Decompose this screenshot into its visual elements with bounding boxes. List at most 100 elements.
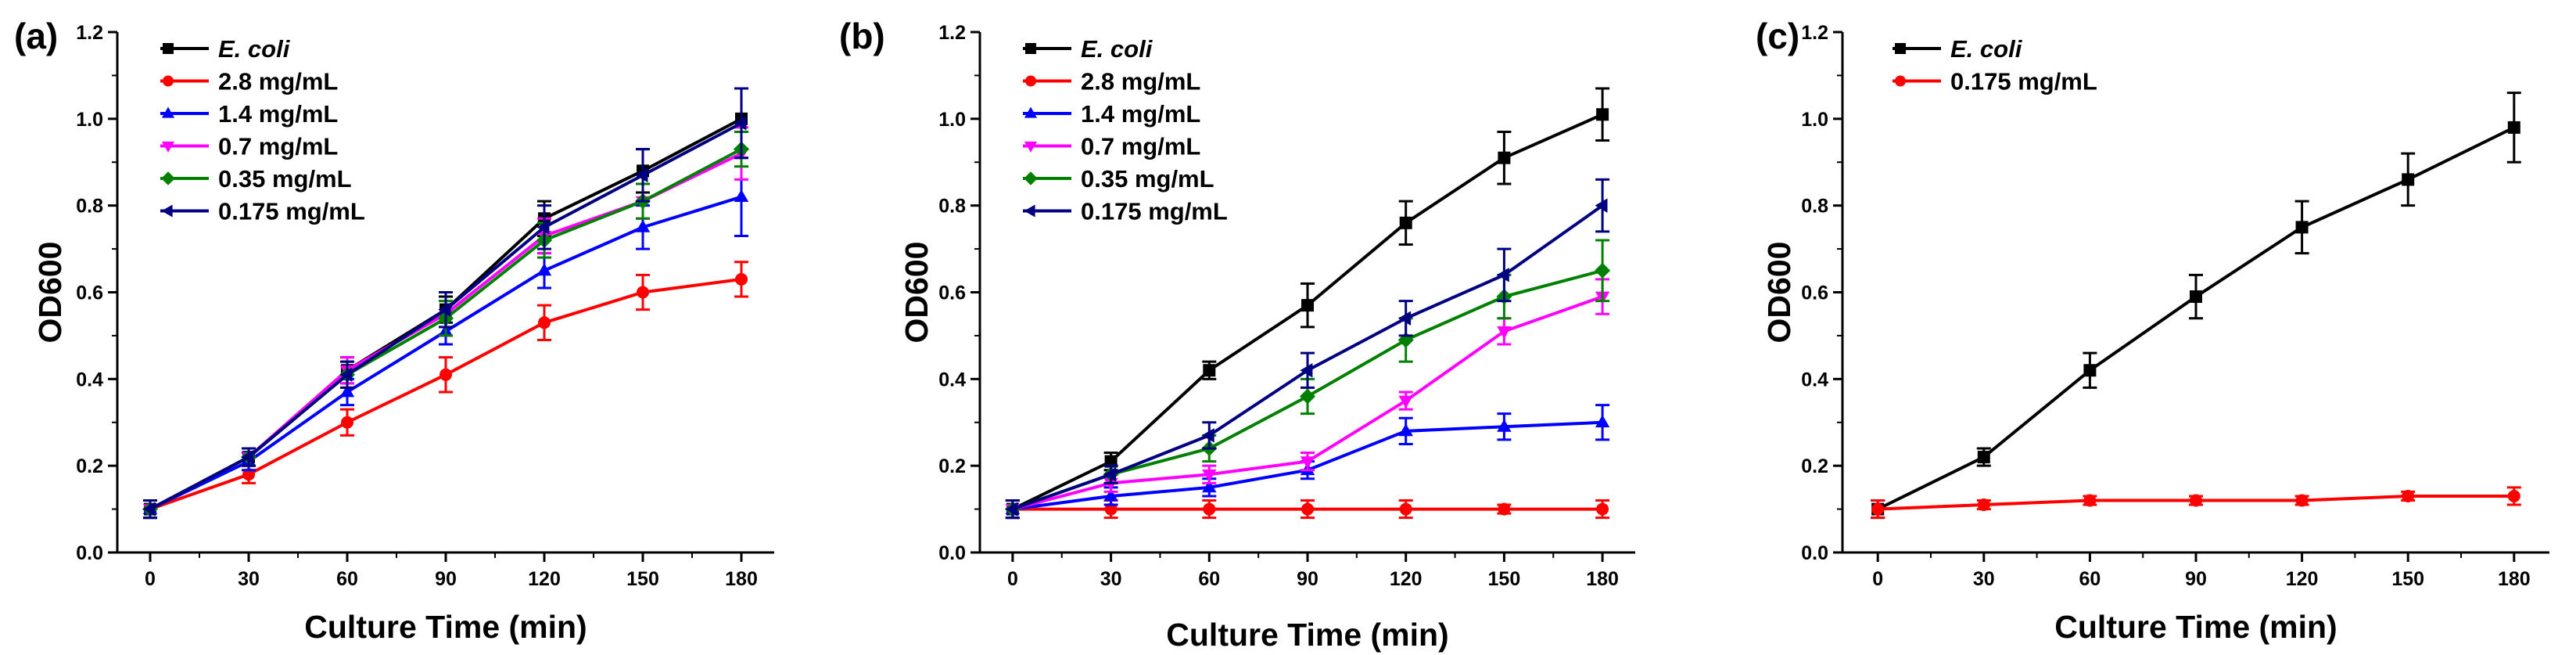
data-point bbox=[635, 167, 648, 183]
legend-marker bbox=[1025, 43, 1036, 54]
y-tick-label: 0.4 bbox=[938, 369, 966, 390]
y-tick-label: 0.6 bbox=[938, 283, 966, 304]
data-point bbox=[339, 384, 355, 398]
y-tick-label: 0.8 bbox=[76, 196, 103, 218]
data-point bbox=[1301, 299, 1314, 312]
legend-entry-label: 2.8 mg/mL bbox=[218, 68, 338, 95]
data-point bbox=[438, 302, 451, 317]
legend-marker bbox=[1024, 106, 1038, 118]
legend-entry-label: 0.175 mg/mL bbox=[1950, 68, 2097, 95]
x-axis-title: Culture Time (min) bbox=[304, 609, 587, 645]
data-point bbox=[2190, 494, 2202, 507]
panel-label: (c) bbox=[1756, 16, 1799, 56]
data-point bbox=[1498, 502, 1511, 516]
data-point bbox=[1977, 451, 1990, 464]
legend-entry-label: E. coli bbox=[1950, 35, 2023, 63]
panel-label: (a) bbox=[14, 16, 58, 56]
data-point bbox=[1005, 502, 1018, 516]
data-point bbox=[2083, 364, 2097, 377]
x-tick-label: 120 bbox=[2286, 568, 2319, 590]
data-point bbox=[734, 116, 747, 131]
y-tick-label: 1.2 bbox=[76, 22, 103, 44]
x-tick-label: 60 bbox=[336, 568, 358, 590]
data-point bbox=[1398, 423, 1413, 437]
legend-entry-label: 0.175 mg/mL bbox=[1081, 198, 1228, 225]
legend-entry-label: 0.35 mg/mL bbox=[218, 165, 352, 193]
legend: E. coli 2.8 mg/mL 1.4 mg/mL 0.7 mg/mL 0.35 m… bbox=[160, 35, 365, 225]
legend-marker bbox=[1895, 43, 1906, 54]
y-tick-label: 1.0 bbox=[76, 109, 103, 131]
legend-marker bbox=[161, 171, 175, 185]
data-point bbox=[1399, 502, 1412, 516]
data-point bbox=[1201, 428, 1214, 443]
legend-marker bbox=[161, 106, 175, 118]
data-point bbox=[536, 263, 552, 276]
panel-label: (b) bbox=[839, 16, 885, 56]
data-point bbox=[1871, 502, 1885, 516]
data-point bbox=[1977, 498, 1990, 512]
data-point bbox=[1203, 364, 1216, 377]
data-point bbox=[1300, 456, 1315, 470]
data-point bbox=[1103, 477, 1118, 491]
y-tick-label: 0.4 bbox=[1801, 369, 1828, 390]
legend-marker bbox=[1024, 204, 1035, 218]
x-axis-title: Culture Time (min) bbox=[2054, 609, 2337, 645]
x-tick-label: 30 bbox=[1100, 568, 1122, 590]
data-point bbox=[1596, 108, 1609, 121]
legend-marker bbox=[161, 204, 173, 218]
data-point bbox=[1399, 216, 1412, 229]
data-point bbox=[1398, 395, 1413, 408]
y-tick-label: 0.8 bbox=[1801, 196, 1828, 218]
data-point bbox=[1104, 502, 1118, 516]
legend-marker bbox=[161, 141, 175, 153]
series-1 bbox=[143, 261, 748, 520]
data-point bbox=[1497, 326, 1512, 339]
series-1 bbox=[1005, 499, 1610, 520]
series-0 bbox=[1871, 92, 2521, 520]
series-5 bbox=[142, 87, 748, 520]
data-point bbox=[241, 449, 254, 465]
data-point bbox=[1595, 198, 1608, 213]
series-5 bbox=[1005, 178, 1610, 520]
data-point bbox=[242, 468, 255, 481]
legend-entry-label: E. coli bbox=[218, 35, 291, 63]
x-tick-label: 30 bbox=[238, 568, 260, 590]
x-tick-label: 180 bbox=[725, 568, 758, 590]
data-point bbox=[635, 219, 651, 232]
x-tick-label: 0 bbox=[145, 568, 156, 590]
data-point bbox=[1496, 268, 1509, 283]
y-tick-label: 0.0 bbox=[938, 542, 966, 564]
data-point bbox=[2402, 173, 2415, 186]
x-tick-label: 60 bbox=[2079, 568, 2101, 590]
legend-marker bbox=[1025, 75, 1036, 87]
legend-entry-label: 0.35 mg/mL bbox=[1081, 165, 1214, 193]
x-tick-label: 0 bbox=[1007, 568, 1018, 590]
y-tick-label: 0.0 bbox=[1801, 542, 1828, 564]
y-tick-label: 1.0 bbox=[938, 109, 966, 131]
data-point bbox=[339, 367, 353, 382]
legend-entry-label: 2.8 mg/mL bbox=[1081, 68, 1200, 95]
legend-marker bbox=[1024, 141, 1038, 153]
legend: E. coli 0.175 mg/mL bbox=[1893, 35, 2097, 95]
data-point bbox=[735, 272, 748, 286]
x-tick-label: 90 bbox=[1297, 568, 1318, 590]
data-point bbox=[2295, 221, 2309, 234]
data-point bbox=[1596, 502, 1609, 516]
data-point bbox=[1595, 415, 1610, 428]
legend-marker bbox=[1024, 171, 1038, 185]
legend-entry-label: 0.7 mg/mL bbox=[1081, 133, 1200, 160]
y-axis-title: OD600 bbox=[32, 242, 68, 344]
data-point bbox=[142, 502, 156, 516]
y-tick-label: 0.0 bbox=[76, 542, 103, 564]
chart-panel-c: 0.0 0.2 0.4 0.6 0.8 1.0 1.2 0 30 60 90 120 150 180 Cul… bbox=[1756, 16, 2549, 645]
data-point bbox=[1202, 469, 1217, 482]
data-point bbox=[1301, 502, 1314, 516]
y-tick-label: 0.8 bbox=[938, 196, 966, 218]
chart-panel-a: 0.0 0.2 0.4 0.6 0.8 1.0 1.2 0 30 60 90 120 150 180 Cul… bbox=[14, 16, 774, 645]
legend-marker bbox=[163, 75, 174, 87]
legend-marker bbox=[163, 43, 174, 54]
legend-entry-label: 0.175 mg/mL bbox=[218, 198, 365, 225]
data-point bbox=[1103, 467, 1116, 482]
x-tick-label: 60 bbox=[1198, 568, 1220, 590]
